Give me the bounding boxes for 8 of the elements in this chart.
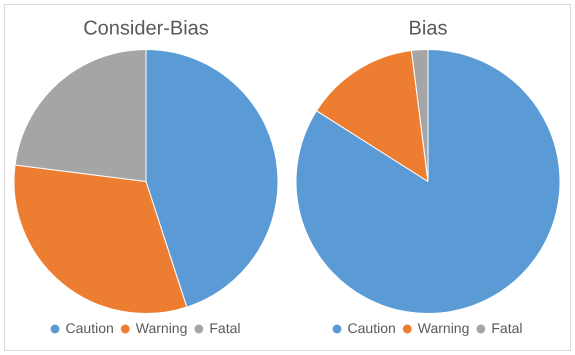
legend-label: Fatal — [209, 320, 240, 336]
legend-label: Caution — [348, 320, 396, 336]
legend-label: Caution — [66, 320, 114, 336]
chart-title: Consider-Bias — [83, 18, 209, 40]
legend-label: Fatal — [491, 320, 522, 336]
legend-label: Warning — [418, 320, 470, 336]
legend-label: Warning — [136, 320, 188, 336]
chart-title: Bias — [408, 18, 448, 40]
